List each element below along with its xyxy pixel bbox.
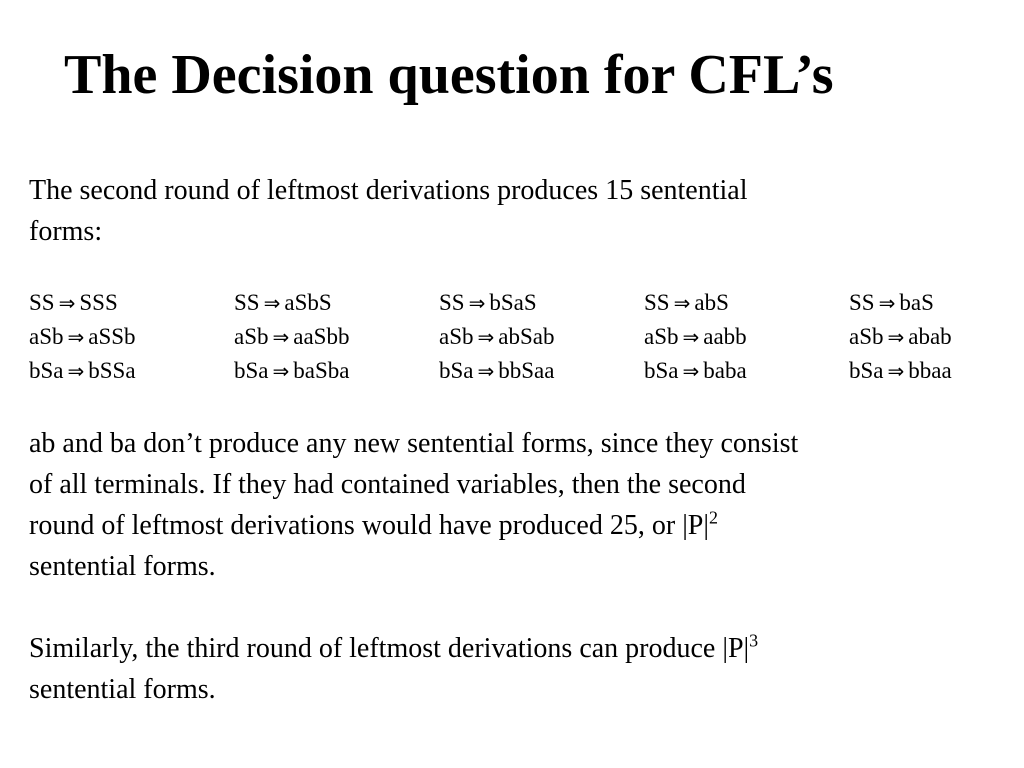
derivation-rhs: bbSaa [498, 358, 555, 383]
derivation-cell: aSb ⇒ abab [849, 320, 1024, 354]
derivation-rhs: SSS [79, 290, 118, 315]
intro-paragraph: The second round of leftmost derivations… [29, 170, 989, 252]
derivation-lhs: aSb [234, 324, 269, 349]
derivation-cell: SS ⇒ SSS [29, 286, 234, 320]
derivation-cell: aSb ⇒ aSSb [29, 320, 234, 354]
derivation-lhs: SS [29, 290, 55, 315]
derivation-row: bSa ⇒ bSSa bSa ⇒ baSba bSa ⇒ bbSaa bSa ⇒ baba bSa ⇒ bb… [29, 354, 1024, 388]
derivation-rhs: baba [703, 358, 747, 383]
derives-arrow-icon: ⇒ [58, 291, 76, 315]
derivation-lhs: bSa [849, 358, 884, 383]
derivation-lhs: SS [644, 290, 670, 315]
derives-arrow-icon: ⇒ [682, 325, 700, 349]
derivation-rhs: aSbS [284, 290, 332, 315]
derivation-rhs: bbaa [908, 358, 952, 383]
derives-arrow-icon: ⇒ [878, 291, 896, 315]
terminals-line-2: of all terminals. If they had contained … [29, 469, 746, 500]
slide-title: The Decision question for CFL’s [64, 44, 834, 106]
derivation-cell: SS ⇒ baS [849, 286, 1024, 320]
derives-arrow-icon: ⇒ [272, 359, 290, 383]
derives-arrow-icon: ⇒ [477, 359, 495, 383]
derivation-lhs: aSb [644, 324, 679, 349]
derivation-rhs: abSab [498, 324, 555, 349]
derivation-lhs: bSa [29, 358, 64, 383]
exponent-2: 2 [708, 507, 718, 528]
derivation-cell: aSb ⇒ abSab [439, 320, 644, 354]
derivation-rhs: aSSb [88, 324, 136, 349]
derivation-cell: SS ⇒ aSbS [234, 286, 439, 320]
derivation-lhs: aSb [439, 324, 474, 349]
exponent-3: 3 [749, 630, 759, 651]
intro-line-1: The second round of leftmost derivations… [29, 175, 748, 206]
derivation-cell: bSa ⇒ baSba [234, 354, 439, 388]
derivation-row: SS ⇒ SSS SS ⇒ aSbS SS ⇒ bSaS SS ⇒ abS SS ⇒ baS [29, 286, 1024, 320]
derives-arrow-icon: ⇒ [887, 359, 905, 383]
third-round-line-1: Similarly, the third round of leftmost d… [29, 628, 989, 669]
derivation-row: aSb ⇒ aSSb aSb ⇒ aaSbb aSb ⇒ abSab aSb ⇒ aabb aSb ⇒ ab… [29, 320, 1024, 354]
derivation-cell: aSb ⇒ aabb [644, 320, 849, 354]
derivation-lhs: bSa [234, 358, 269, 383]
terminals-line-4: sentential forms. [29, 551, 216, 582]
intro-line-2: forms: [29, 216, 103, 247]
derives-arrow-icon: ⇒ [468, 291, 486, 315]
derivation-lhs: SS [849, 290, 875, 315]
derivation-lhs: aSb [849, 324, 884, 349]
derives-arrow-icon: ⇒ [682, 359, 700, 383]
terminals-line-3-text: round of leftmost derivations would have… [29, 510, 709, 541]
third-round-line-1-text: Similarly, the third round of leftmost d… [29, 633, 750, 664]
derivation-rhs: baS [899, 290, 934, 315]
derives-arrow-icon: ⇒ [67, 359, 85, 383]
derivation-cell: bSa ⇒ bbaa [849, 354, 1024, 388]
derives-arrow-icon: ⇒ [263, 291, 281, 315]
derives-arrow-icon: ⇒ [673, 291, 691, 315]
derivation-cell: SS ⇒ bSaS [439, 286, 644, 320]
derivation-rhs: abab [908, 324, 952, 349]
third-round-line-2: sentential forms. [29, 674, 216, 705]
derivation-lhs: SS [234, 290, 260, 315]
terminals-line-3: round of leftmost derivations would have… [29, 505, 989, 546]
derivation-rhs: bSSa [88, 358, 136, 383]
derivation-rhs: abS [694, 290, 729, 315]
derivation-cell: bSa ⇒ bSSa [29, 354, 234, 388]
terminals-line-1: ab and ba don’t produce any new sententi… [29, 428, 799, 459]
derivation-lhs: SS [439, 290, 465, 315]
derivation-cell: aSb ⇒ aaSbb [234, 320, 439, 354]
derivation-lhs: bSa [439, 358, 474, 383]
derivation-rhs: baSba [293, 358, 350, 383]
derivation-lhs: aSb [29, 324, 64, 349]
derivation-rhs: aaSbb [293, 324, 350, 349]
terminals-paragraph: ab and ba don’t produce any new sententi… [29, 423, 989, 587]
derivation-lhs: bSa [644, 358, 679, 383]
derives-arrow-icon: ⇒ [477, 325, 495, 349]
derivation-cell: bSa ⇒ bbSaa [439, 354, 644, 388]
third-round-paragraph: Similarly, the third round of leftmost d… [29, 628, 989, 710]
derivation-cell: bSa ⇒ baba [644, 354, 849, 388]
derives-arrow-icon: ⇒ [67, 325, 85, 349]
derives-arrow-icon: ⇒ [887, 325, 905, 349]
derivation-rhs: aabb [703, 324, 747, 349]
derivation-rhs: bSaS [489, 290, 537, 315]
derivation-table: SS ⇒ SSS SS ⇒ aSbS SS ⇒ bSaS SS ⇒ abS SS ⇒ baS aSb ⇒ aSSb… [29, 286, 1024, 388]
derivation-cell: SS ⇒ abS [644, 286, 849, 320]
derives-arrow-icon: ⇒ [272, 325, 290, 349]
